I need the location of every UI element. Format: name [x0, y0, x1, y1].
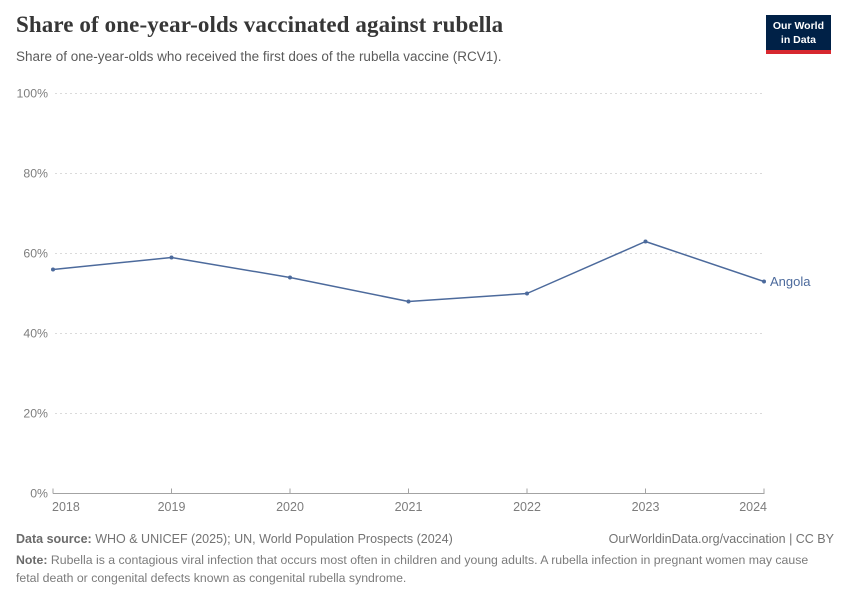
- x-axis-tick-label: 2021: [395, 500, 423, 514]
- y-axis-tick-label: 60%: [23, 247, 48, 261]
- data-source: Data source: WHO & UNICEF (2025); UN, Wo…: [16, 532, 453, 546]
- chart-footer: Data source: WHO & UNICEF (2025); UN, Wo…: [16, 532, 834, 588]
- data-line: [52, 240, 765, 303]
- x-axis-tick-label: 2019: [158, 500, 186, 514]
- y-axis-tick-label: 0%: [30, 487, 48, 501]
- x-axis-tick-label: 2023: [632, 500, 660, 514]
- x-axis-tick-label: 2022: [513, 500, 541, 514]
- data-source-text: WHO & UNICEF (2025); UN, World Populatio…: [95, 532, 453, 546]
- owid-logo-line2: in Data: [780, 33, 816, 46]
- source-row: Data source: WHO & UNICEF (2025); UN, Wo…: [16, 532, 834, 546]
- series-label: Angola: [770, 274, 811, 289]
- x-axis-tick-label: 2020: [276, 500, 304, 514]
- owid-logo-line1: Our World: [772, 20, 824, 32]
- y-axis-tick-label: 20%: [23, 407, 48, 421]
- data-source-label: Data source:: [16, 532, 92, 546]
- data-point: [169, 255, 174, 260]
- x-axis-tick-label: 2018: [52, 500, 80, 514]
- data-point: [406, 299, 411, 304]
- y-axis-tick-label: 40%: [23, 327, 48, 341]
- x-axis-tick-label: 2024: [739, 500, 767, 514]
- data-point: [525, 291, 529, 296]
- data-point: [288, 275, 292, 280]
- note-label: Note:: [16, 553, 48, 567]
- data-point: [643, 239, 648, 244]
- y-axis-tick-label: 80%: [23, 167, 48, 181]
- chart-note: Note: Rubella is a contagious viral infe…: [16, 552, 828, 588]
- page-title: Share of one-year-olds vaccinated agains…: [16, 12, 504, 37]
- y-axis-tick-label: 100%: [17, 87, 49, 101]
- chart-subtitle: Share of one-year-olds who received the …: [16, 49, 502, 64]
- data-point: [51, 267, 55, 272]
- data-point: [762, 279, 766, 284]
- owid-logo: Our World in Data: [765, 15, 831, 55]
- license-link[interactable]: OurWorldinData.org/vaccination | CC BY: [608, 532, 834, 546]
- note-text: Rubella is a contagious viral infection …: [16, 553, 809, 585]
